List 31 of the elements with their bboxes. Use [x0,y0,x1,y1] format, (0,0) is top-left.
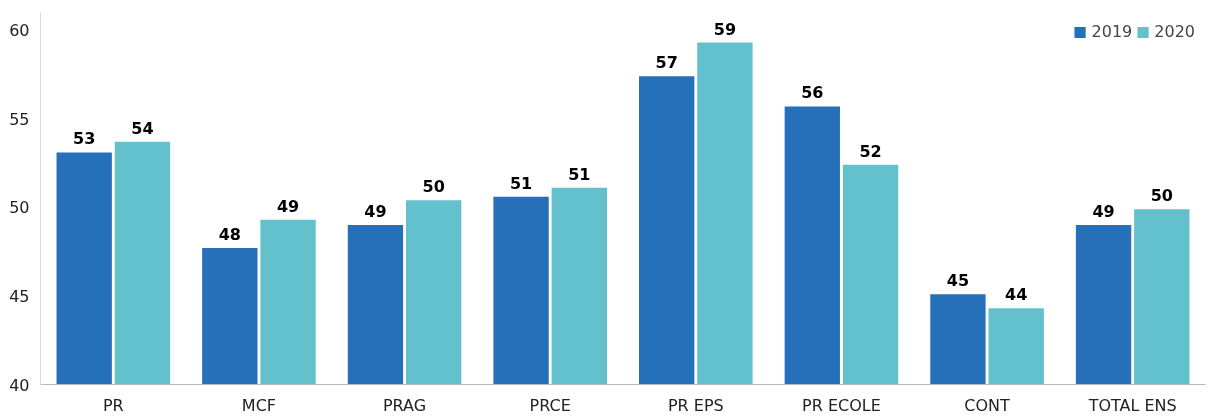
y-tick-label: 50 [9,198,30,218]
x-tick-label: TOTAL ENS [1087,395,1177,415]
data-label: 44 [1005,285,1028,305]
x-tick-label: MCF [241,395,277,415]
data-label: 53 [73,129,96,149]
data-label: 49 [276,196,300,216]
data-label: 49 [1092,202,1115,222]
data-label: 51 [568,164,591,184]
data-label: 50 [1150,186,1173,206]
data-label: 57 [655,53,678,73]
data-label: 54 [131,118,154,138]
data-label: 50 [422,177,445,197]
x-tick-label: CONT [964,395,1011,415]
data-label: 49 [364,202,387,222]
x-tick-label: PR [102,395,124,415]
data-label: 51 [509,173,533,193]
y-tick-label: 45 [9,286,30,306]
data-label: 48 [218,225,241,245]
y-tick-label: 60 [9,21,30,41]
x-tick-label: PR ECOLE [802,395,881,415]
legend-label: 2019 [1091,22,1133,41]
y-tick-label: 55 [9,109,30,129]
x-tick-label: PRAG [382,395,427,415]
data-label: 45 [946,271,970,291]
legend-label: 2020 [1154,22,1195,41]
data-label: 59 [713,19,737,39]
data-label: 56 [801,83,824,103]
data-label: 52 [859,141,882,161]
x-tick-label: PR EPS [667,395,724,415]
y-tick-label: 40 [9,375,30,395]
x-tick-label: PRCE [529,395,571,415]
